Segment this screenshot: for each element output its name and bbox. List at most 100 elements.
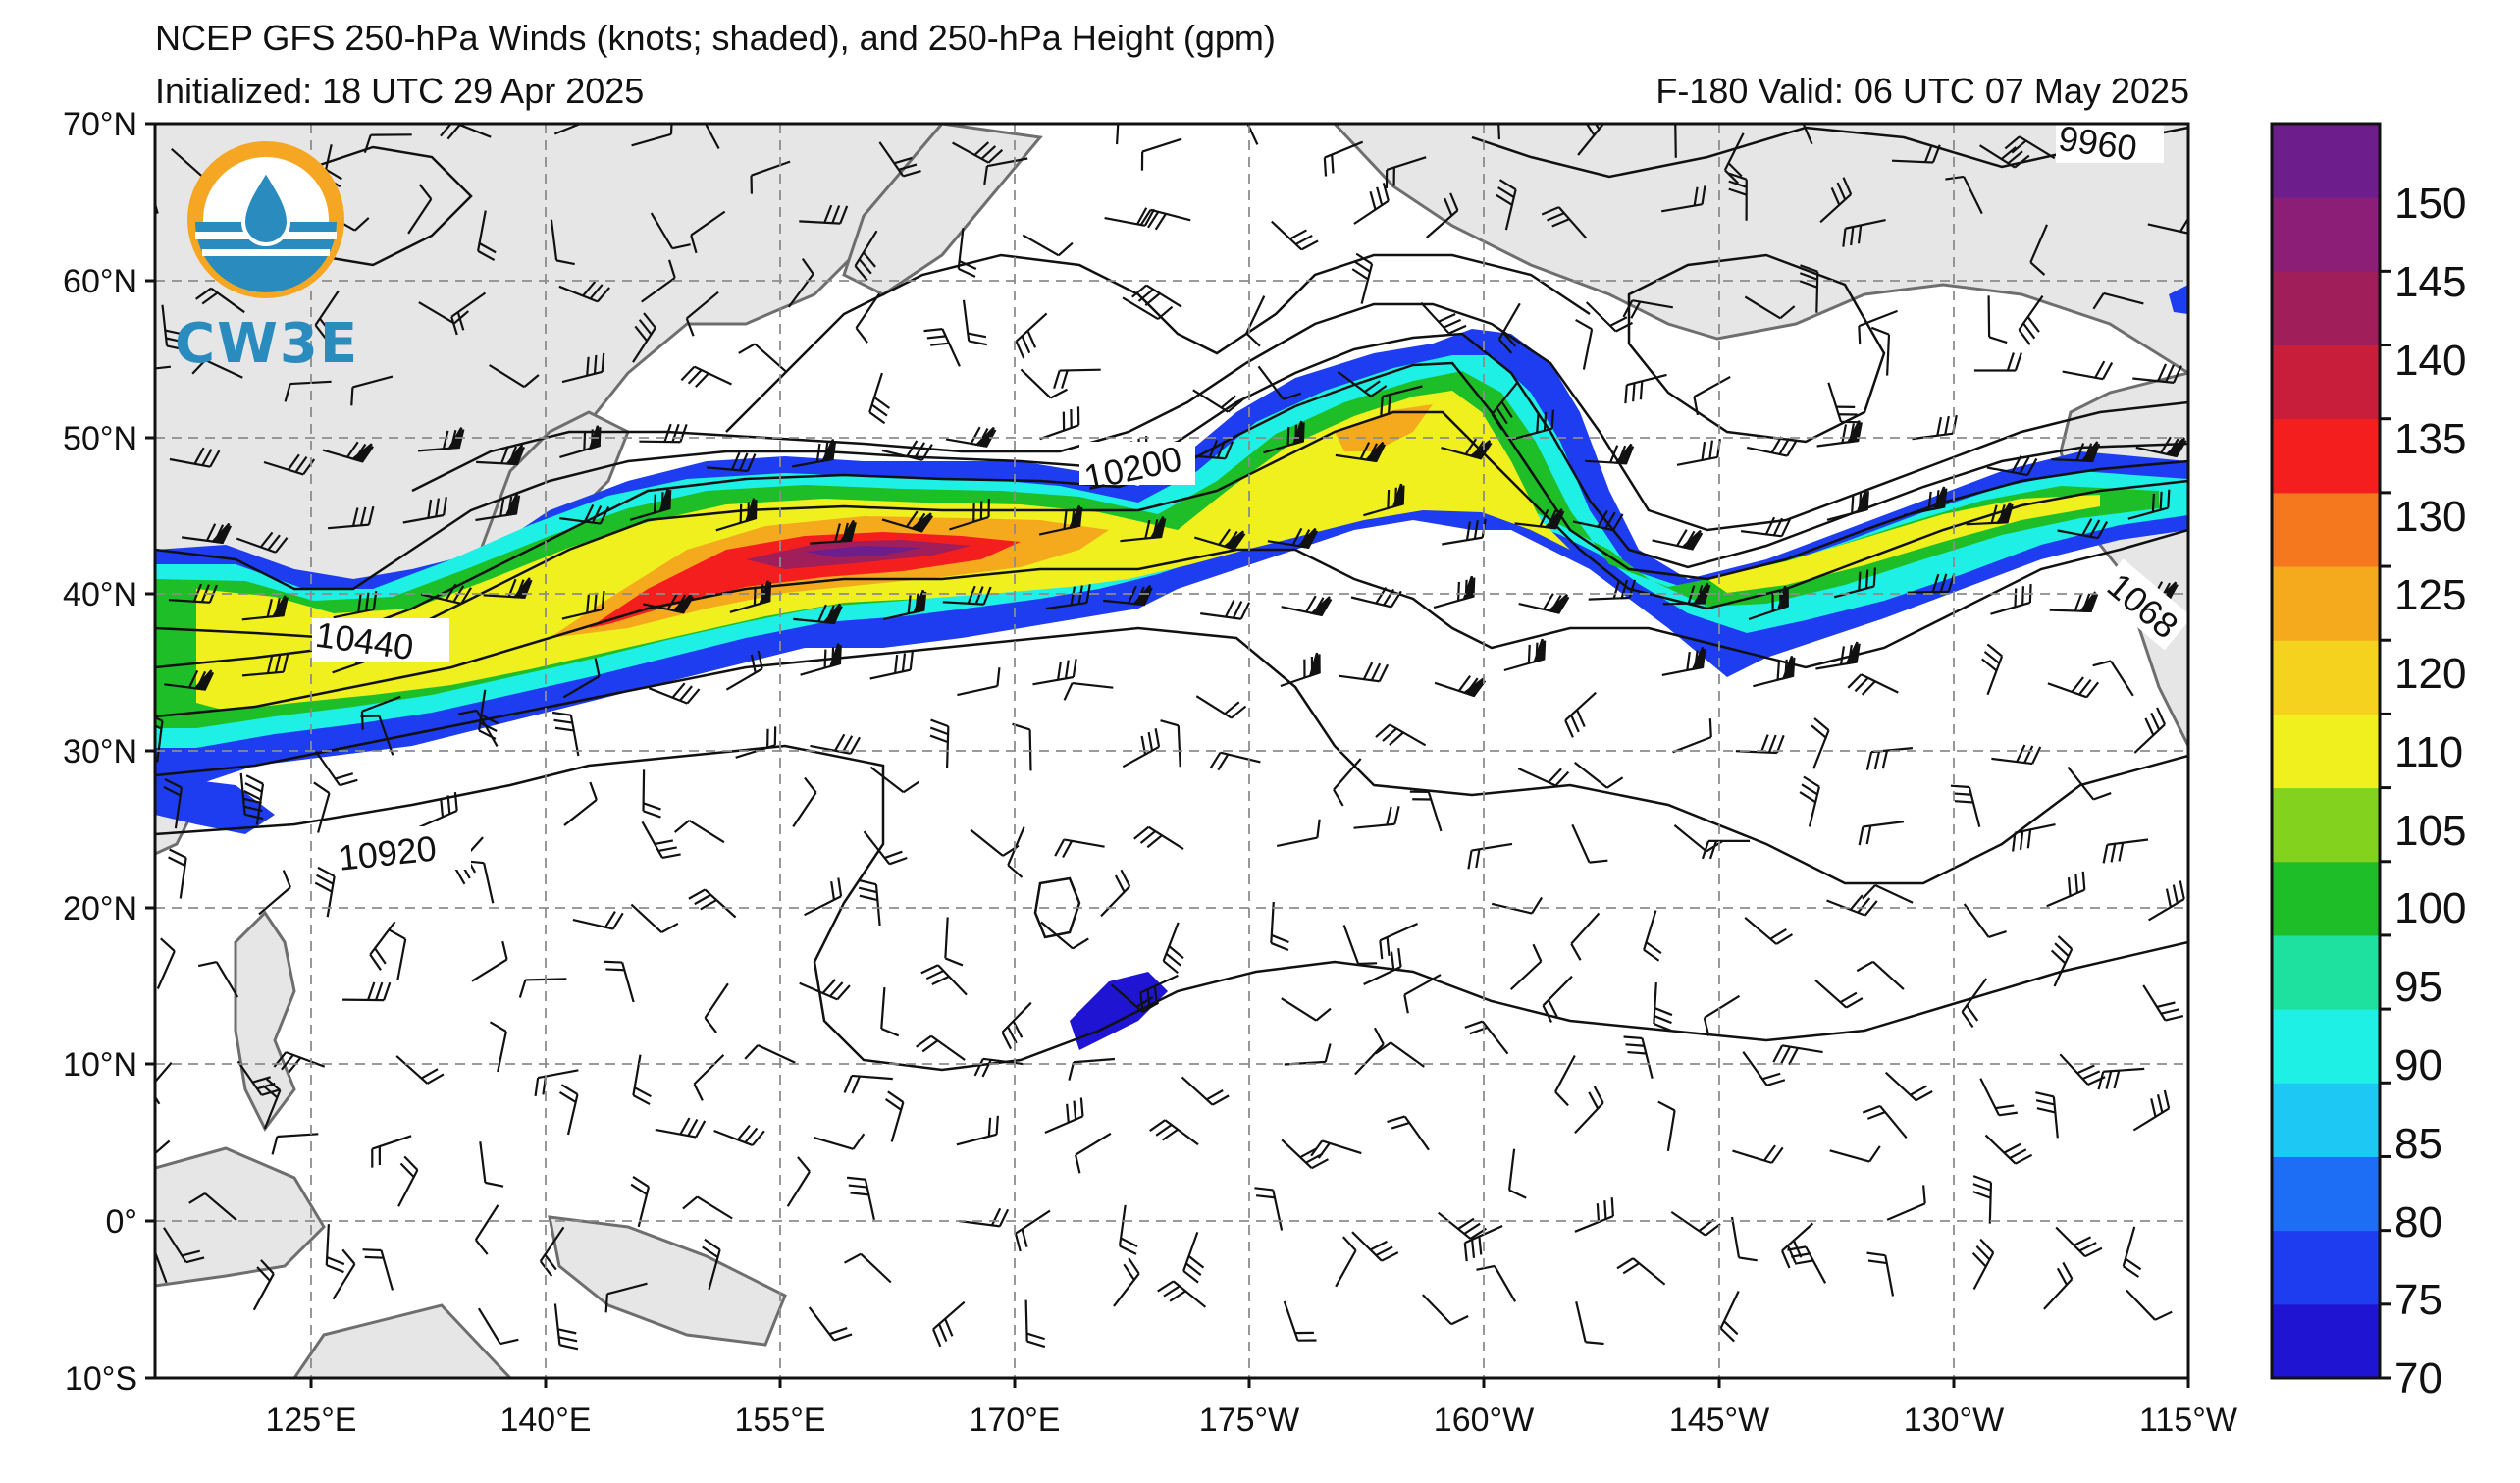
- colorbar-swatch: [2272, 492, 2380, 567]
- wind-barb: [1438, 1211, 1488, 1240]
- wind-barb: [792, 439, 837, 468]
- wind-barb: [1979, 144, 2030, 169]
- wind-barb: [1981, 643, 2004, 696]
- wind-barb: [1856, 960, 1905, 990]
- wind-barb: [2148, 880, 2185, 922]
- colorbar-swatch: [2272, 344, 2380, 420]
- wind-barb: [959, 1207, 1010, 1228]
- wind-barb: [1192, 389, 1243, 413]
- wind-barb: [1572, 509, 1624, 532]
- wind-barb: [1039, 406, 1080, 441]
- lon-label-145w: 145°W: [1669, 1402, 1769, 1439]
- wind-barb: [1338, 662, 1390, 683]
- cw3e-logo: [187, 141, 344, 298]
- wind-barb: [868, 372, 891, 425]
- wind-barb: [350, 375, 394, 406]
- wind-barb: [1564, 691, 1597, 738]
- wind-barb: [2050, 935, 2074, 987]
- wind-barb: [1133, 825, 1184, 851]
- wind-barb: [1787, 1245, 1827, 1284]
- colorbar-label-145: 145: [2394, 258, 2466, 306]
- wind-barb: [489, 1021, 507, 1073]
- colorbar-label-95: 95: [2394, 963, 2442, 1011]
- wind-barb: [322, 441, 375, 463]
- wind-barb: [1723, 132, 1745, 185]
- lat-label-50n: 50°N: [63, 420, 137, 457]
- wind-barb: [1032, 659, 1077, 686]
- wind-barb: [1661, 647, 1706, 676]
- colorbar-label-140: 140: [2394, 337, 2466, 385]
- colorbar-swatch: [2272, 1156, 2380, 1232]
- wind-barb: [704, 982, 729, 1033]
- wind-barb: [418, 792, 458, 828]
- wind-barb: [799, 204, 849, 225]
- wind-barb: [1195, 695, 1247, 719]
- colorbar-swatch: [2272, 197, 2380, 272]
- wind-barb: [474, 1204, 499, 1255]
- wind-barb: [639, 423, 688, 444]
- wind-barb: [735, 726, 777, 759]
- wind-barb: [332, 1248, 356, 1300]
- logo-drop-icon: [240, 167, 291, 246]
- wind-barb: [1979, 1078, 2018, 1117]
- wind-barb: [920, 964, 968, 996]
- wind-barb: [707, 451, 757, 473]
- wind-barb: [729, 580, 772, 613]
- wind-barb: [1577, 124, 1605, 156]
- wind-barb: [1987, 295, 2008, 344]
- valid-time-label: F-180 Valid: 06 UTC 07 May 2025: [1655, 71, 2189, 111]
- lat-label-40n: 40°N: [63, 576, 137, 613]
- wind-barb: [1100, 869, 1131, 918]
- lon-label-125e: 125°E: [265, 1402, 356, 1439]
- wind-barb: [1044, 1097, 1084, 1135]
- wind-barb: [563, 781, 598, 826]
- wind-barb: [2122, 1226, 2142, 1278]
- wind-barb: [1643, 910, 1662, 962]
- wind-barb: [188, 1192, 237, 1221]
- lon-label-170e: 170°E: [969, 1402, 1060, 1439]
- wind-barb: [1353, 806, 1400, 829]
- wind-barb: [641, 259, 676, 303]
- wind-barb: [550, 219, 575, 266]
- wind-barb: [1149, 1119, 1199, 1146]
- wind-barb: [1616, 1257, 1666, 1286]
- wind-barb: [1409, 790, 1443, 832]
- wind-barb: [371, 1135, 412, 1168]
- wind-barb: [1730, 1216, 1758, 1262]
- wind-barb: [407, 184, 433, 235]
- wind-barb: [682, 1195, 733, 1220]
- wind-barb: [1270, 901, 1289, 952]
- wind-barb: [693, 1054, 725, 1101]
- colorbar-label-70: 70: [2394, 1354, 2442, 1403]
- wind-barb: [1661, 185, 1706, 213]
- wind-barb: [155, 365, 172, 373]
- wind-barb: [1986, 455, 2038, 477]
- wind-barb: [1257, 365, 1302, 400]
- colorbar-label-85: 85: [2394, 1120, 2442, 1168]
- wind-barb: [572, 910, 624, 930]
- wind-barb: [551, 711, 580, 757]
- colorbar-swatch: [2272, 271, 2380, 346]
- wind-barb: [558, 281, 610, 303]
- wind-barb: [1157, 1280, 1207, 1308]
- wind-barb: [1118, 1204, 1138, 1255]
- wind-barb: [878, 141, 921, 178]
- contour-north: [725, 253, 1591, 433]
- wind-barb: [648, 682, 701, 705]
- wind-barb: [389, 928, 407, 980]
- wind-barb: [155, 1061, 173, 1111]
- wind-barb: [369, 921, 396, 971]
- wind-barb: [1816, 420, 1863, 448]
- lat-label-30n: 30°N: [63, 733, 137, 770]
- colorbar-swatch: [2272, 1303, 2380, 1379]
- lat-label-60n: 60°N: [63, 263, 137, 300]
- wind-barb: [808, 1306, 853, 1342]
- wind-barb: [1622, 299, 1673, 319]
- wind-barb: [1623, 1035, 1654, 1079]
- wind-barb: [1007, 826, 1025, 878]
- wind-barb: [1972, 1175, 1993, 1224]
- graticule: [155, 124, 2188, 1378]
- wind-barb: [553, 1303, 579, 1351]
- wind-barb: [1973, 352, 2022, 372]
